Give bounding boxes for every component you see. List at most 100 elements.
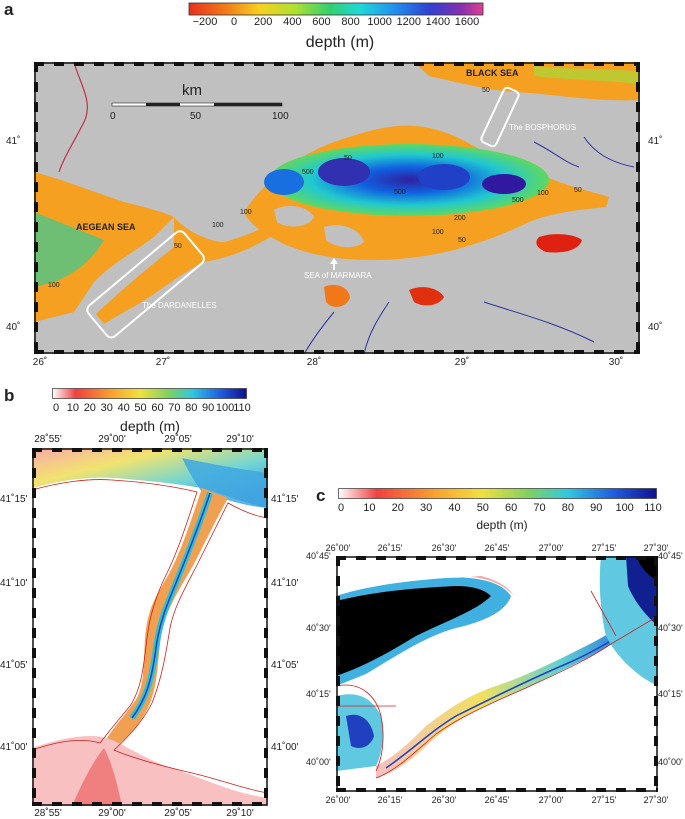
latitude-label: 40˚ (648, 322, 663, 333)
longitude-label: 29˚ (454, 357, 470, 368)
colorbar-tick-label: 0 (231, 16, 238, 28)
latitude-label: 41˚ (6, 136, 21, 147)
contour-label: 100 (432, 229, 444, 236)
longitude-label: 29˚05' (164, 808, 192, 819)
deep-gulf (336, 586, 491, 676)
river (58, 62, 88, 173)
scale-tick: 100 (272, 111, 289, 122)
latitude-label: 40˚15' (658, 689, 683, 699)
longitude-label: 27˚ (155, 357, 171, 368)
latitude-label: 41˚05' (271, 660, 299, 671)
latitude-label: 40˚30' (306, 623, 331, 633)
longitude-label: 27˚15' (591, 543, 617, 553)
label-bosphorus: The BOSPHORUS (509, 123, 576, 132)
colorbar-tick-label: 110 (644, 502, 662, 514)
contour-label: 100 (432, 153, 444, 160)
colorbar-tick-label: 50 (134, 402, 147, 414)
coastline (32, 479, 198, 751)
contour-label: 200 (454, 215, 466, 222)
panel-a-letter: a (4, 0, 14, 19)
lake (409, 287, 444, 306)
contour-label: 50 (482, 87, 490, 94)
longitude-label: 26˚45' (484, 543, 510, 553)
latitude-label: 41˚10' (271, 578, 299, 589)
latitude-label: 41˚10' (0, 578, 28, 589)
colorbar-tick-label: 400 (283, 16, 302, 28)
colorbar-tick-label: 200 (254, 16, 273, 28)
colorbar-tick-label: 10 (66, 402, 80, 414)
latitude-label: 41˚15' (271, 494, 299, 505)
longitude-label: 27˚30' (643, 795, 669, 805)
bosphorus-box (480, 86, 520, 148)
colorbar-tick-label: 80 (561, 502, 575, 514)
label-dardanelles: The DARDANELLES (142, 301, 217, 310)
colorbar-tick-label: 10 (363, 502, 376, 514)
colorbar-tick-label: 20 (391, 502, 404, 514)
contour-label: 50 (344, 155, 352, 162)
panel-b-frame (32, 448, 268, 806)
lake (536, 234, 582, 253)
longitude-label: 29˚00' (98, 434, 126, 445)
label-black-sea: BLACK SEA (466, 68, 519, 78)
panel-c-map (336, 556, 658, 792)
colorbar-tick-label: 1600 (454, 16, 480, 28)
dardanelles-water (96, 217, 279, 324)
colorbar-tick-label: 100 (615, 502, 634, 514)
longitude-label: 26˚30' (431, 543, 457, 553)
longitude-label: 27˚30' (643, 543, 669, 553)
colorbar-tick-label: 80 (185, 402, 198, 414)
longitude-label: 28˚55' (34, 808, 62, 819)
longitude-label: 29˚00' (98, 808, 126, 819)
colorbar-tick-label: 1200 (396, 16, 422, 28)
label-aegean-sea: AEGEAN SEA (76, 222, 136, 232)
longitude-label: 26˚00' (325, 795, 351, 805)
longitude-label: 26˚15' (377, 795, 403, 805)
contour-label: 100 (212, 222, 224, 229)
island (274, 206, 314, 227)
lake (324, 284, 350, 307)
colorbar-tick-label: 60 (505, 502, 518, 514)
longitude-label: 26˚45' (484, 795, 510, 805)
colorbar-tick-label: 100 (215, 402, 235, 414)
colorbar-tick-label: 20 (83, 402, 96, 414)
coastline (336, 684, 384, 772)
longitude-label: 27˚00' (538, 543, 564, 553)
latitude-label: 40˚45' (658, 551, 683, 561)
latitude-label: 41˚ (648, 136, 663, 147)
colorbar-tick-label: 50 (476, 502, 489, 514)
colorbar-tick-label: −200 (192, 16, 218, 28)
contour-label: 50 (574, 187, 582, 194)
colorbar-tick-label: 40 (117, 402, 130, 414)
longitude-label: 29˚05' (164, 434, 192, 445)
longitude-label: 27˚15' (591, 795, 617, 805)
contour-label: 50 (458, 237, 466, 244)
longitude-label: 28˚55' (34, 434, 62, 445)
colorbar-tick-label: 110 (233, 402, 251, 414)
contour-label: 100 (537, 190, 549, 197)
panel-b-map (32, 448, 268, 806)
contour-label: 100 (48, 282, 60, 289)
scale-tick: 0 (110, 111, 116, 122)
scale-unit: km (182, 82, 202, 99)
colorbar-tick-label: 1000 (367, 16, 392, 28)
latitude-label: 40˚15' (306, 689, 331, 699)
island (324, 225, 364, 248)
contour-label: 500 (394, 189, 406, 196)
panel-c-colorbar-title: depth (m) (476, 518, 528, 532)
black-sea-water (32, 448, 268, 508)
latitude-label: 40˚ (6, 322, 21, 333)
colorbar-tick-label: 90 (590, 502, 603, 514)
panel-a-colorbar (188, 2, 484, 16)
latitude-label: 41˚00' (0, 742, 28, 753)
longitude-label: 29˚10' (226, 434, 254, 445)
colorbar-tick-label: 0 (52, 402, 60, 414)
colorbar-tick-label: 70 (168, 402, 181, 414)
longitude-label: 26˚00' (325, 543, 351, 553)
colorbar-tick-label: 1400 (425, 16, 451, 28)
longitude-label: 27˚00' (538, 795, 564, 805)
longitude-label: 29˚10' (226, 808, 254, 819)
panel-b-colorbar (52, 388, 247, 399)
panel-b-letter: b (4, 386, 15, 405)
dardanelles-box (86, 230, 205, 339)
longitude-label: 30˚ (608, 357, 624, 368)
